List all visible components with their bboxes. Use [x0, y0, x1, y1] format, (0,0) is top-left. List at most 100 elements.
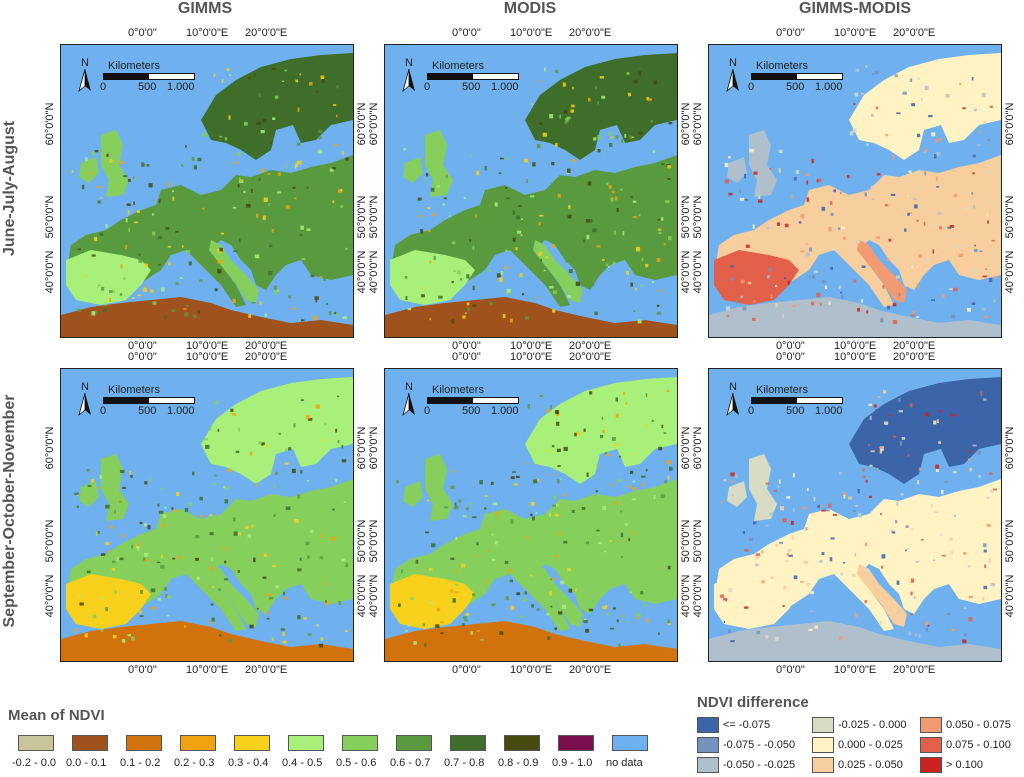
- raster-cell: [620, 510, 623, 513]
- diff-legend-item: <= -0.075: [697, 717, 770, 733]
- raster-cell: [767, 275, 770, 279]
- raster-cell: [821, 509, 826, 512]
- diff-legend-swatch: [812, 757, 834, 773]
- scale-bar-graphic: [103, 73, 195, 80]
- row-title-summer: June-July-August: [1, 120, 18, 256]
- raster-cell: [283, 597, 289, 600]
- raster-cell: [521, 218, 524, 220]
- raster-cell: [99, 475, 102, 479]
- raster-cell: [149, 477, 152, 482]
- raster-cell: [723, 479, 727, 482]
- raster-cell: [663, 243, 666, 246]
- raster-cell: [161, 487, 165, 490]
- raster-cell: [124, 185, 128, 188]
- raster-cell: [337, 440, 340, 444]
- raster-cell: [536, 296, 538, 299]
- diff-legend-label: -0.025 - 0.000: [838, 718, 907, 731]
- raster-cell: [342, 316, 347, 320]
- raster-cell: [855, 613, 859, 618]
- diff-legend-title: NDVI difference: [697, 694, 809, 711]
- raster-cell: [140, 589, 143, 594]
- raster-cell: [613, 607, 616, 610]
- raster-cell: [452, 598, 456, 603]
- raster-cell: [974, 248, 978, 253]
- raster-cell: [793, 575, 798, 580]
- raster-cell: [911, 103, 916, 107]
- raster-cell: [869, 464, 873, 467]
- raster-cell: [318, 643, 323, 648]
- raster-cell: [786, 553, 789, 557]
- raster-cell: [917, 133, 921, 138]
- raster-cell: [193, 314, 197, 319]
- raster-cell: [640, 591, 644, 595]
- raster-cell: [561, 604, 566, 609]
- landmass-italy: [533, 564, 583, 627]
- raster-cell: [339, 402, 344, 406]
- raster-cell: [744, 549, 749, 552]
- raster-cell: [969, 467, 972, 472]
- raster-cell: [782, 605, 785, 607]
- lon-tick-label: 0°0'0": [776, 351, 805, 363]
- raster-cell: [665, 66, 668, 69]
- raster-cell: [522, 292, 524, 296]
- raster-cell: [605, 605, 608, 607]
- raster-cell: [209, 514, 213, 517]
- raster-cell: [454, 505, 459, 510]
- raster-cell: [633, 531, 635, 535]
- raster-cell: [425, 531, 429, 534]
- ndvi-legend-swatch: [72, 735, 108, 751]
- raster-cell: [285, 205, 291, 209]
- raster-cell: [917, 77, 920, 80]
- raster-cell: [144, 481, 148, 485]
- raster-cell: [884, 423, 888, 425]
- raster-cell: [85, 157, 88, 162]
- raster-cell: [338, 189, 342, 194]
- diff-legend-swatch: [920, 757, 942, 773]
- scale-bar-graphic: [751, 397, 843, 404]
- ndvi-legend-swatch: [180, 735, 216, 751]
- ndvi-legend-swatch: [396, 735, 432, 751]
- raster-cell: [90, 478, 94, 483]
- landmass-great-britain: [101, 130, 129, 197]
- raster-cell: [313, 315, 318, 321]
- raster-cell: [933, 420, 937, 425]
- scale-label-500: 500: [462, 81, 481, 93]
- raster-cell: [610, 136, 614, 139]
- raster-cell: [627, 485, 632, 488]
- raster-cell: [950, 551, 953, 555]
- raster-cell: [993, 276, 998, 279]
- raster-cell: [161, 287, 165, 292]
- raster-cell: [453, 269, 456, 272]
- raster-cell: [267, 173, 271, 175]
- raster-cell: [99, 232, 104, 236]
- raster-cell: [85, 275, 88, 278]
- raster-cell: [817, 178, 822, 182]
- raster-cell: [272, 565, 276, 568]
- raster-cell: [945, 94, 950, 98]
- raster-cell: [604, 452, 608, 455]
- scale-label-1000: 1.000: [167, 405, 195, 417]
- raster-cell: [921, 538, 924, 541]
- raster-cell: [143, 263, 149, 268]
- raster-cell: [606, 612, 609, 616]
- raster-cell: [557, 193, 561, 198]
- raster-cell: [588, 219, 593, 223]
- lon-tick-label: 20°0'0"E: [569, 27, 612, 39]
- raster-cell: [247, 534, 252, 538]
- landmass-north-africa: [61, 621, 353, 661]
- raster-cell: [112, 635, 117, 639]
- raster-cell: [792, 507, 795, 512]
- raster-cell: [925, 621, 929, 625]
- raster-cell: [458, 499, 462, 503]
- raster-cell: [132, 297, 135, 300]
- lat-tick-label: 40°0'0"N: [680, 250, 692, 294]
- raster-cell: [931, 132, 936, 137]
- raster-cell: [621, 138, 623, 143]
- raster-cell: [462, 515, 467, 518]
- raster-cell: [284, 69, 287, 72]
- raster-cell: [898, 398, 901, 402]
- raster-cell: [949, 499, 954, 503]
- raster-cell: [192, 471, 195, 476]
- raster-cell: [974, 269, 978, 274]
- raster-cell: [138, 611, 142, 614]
